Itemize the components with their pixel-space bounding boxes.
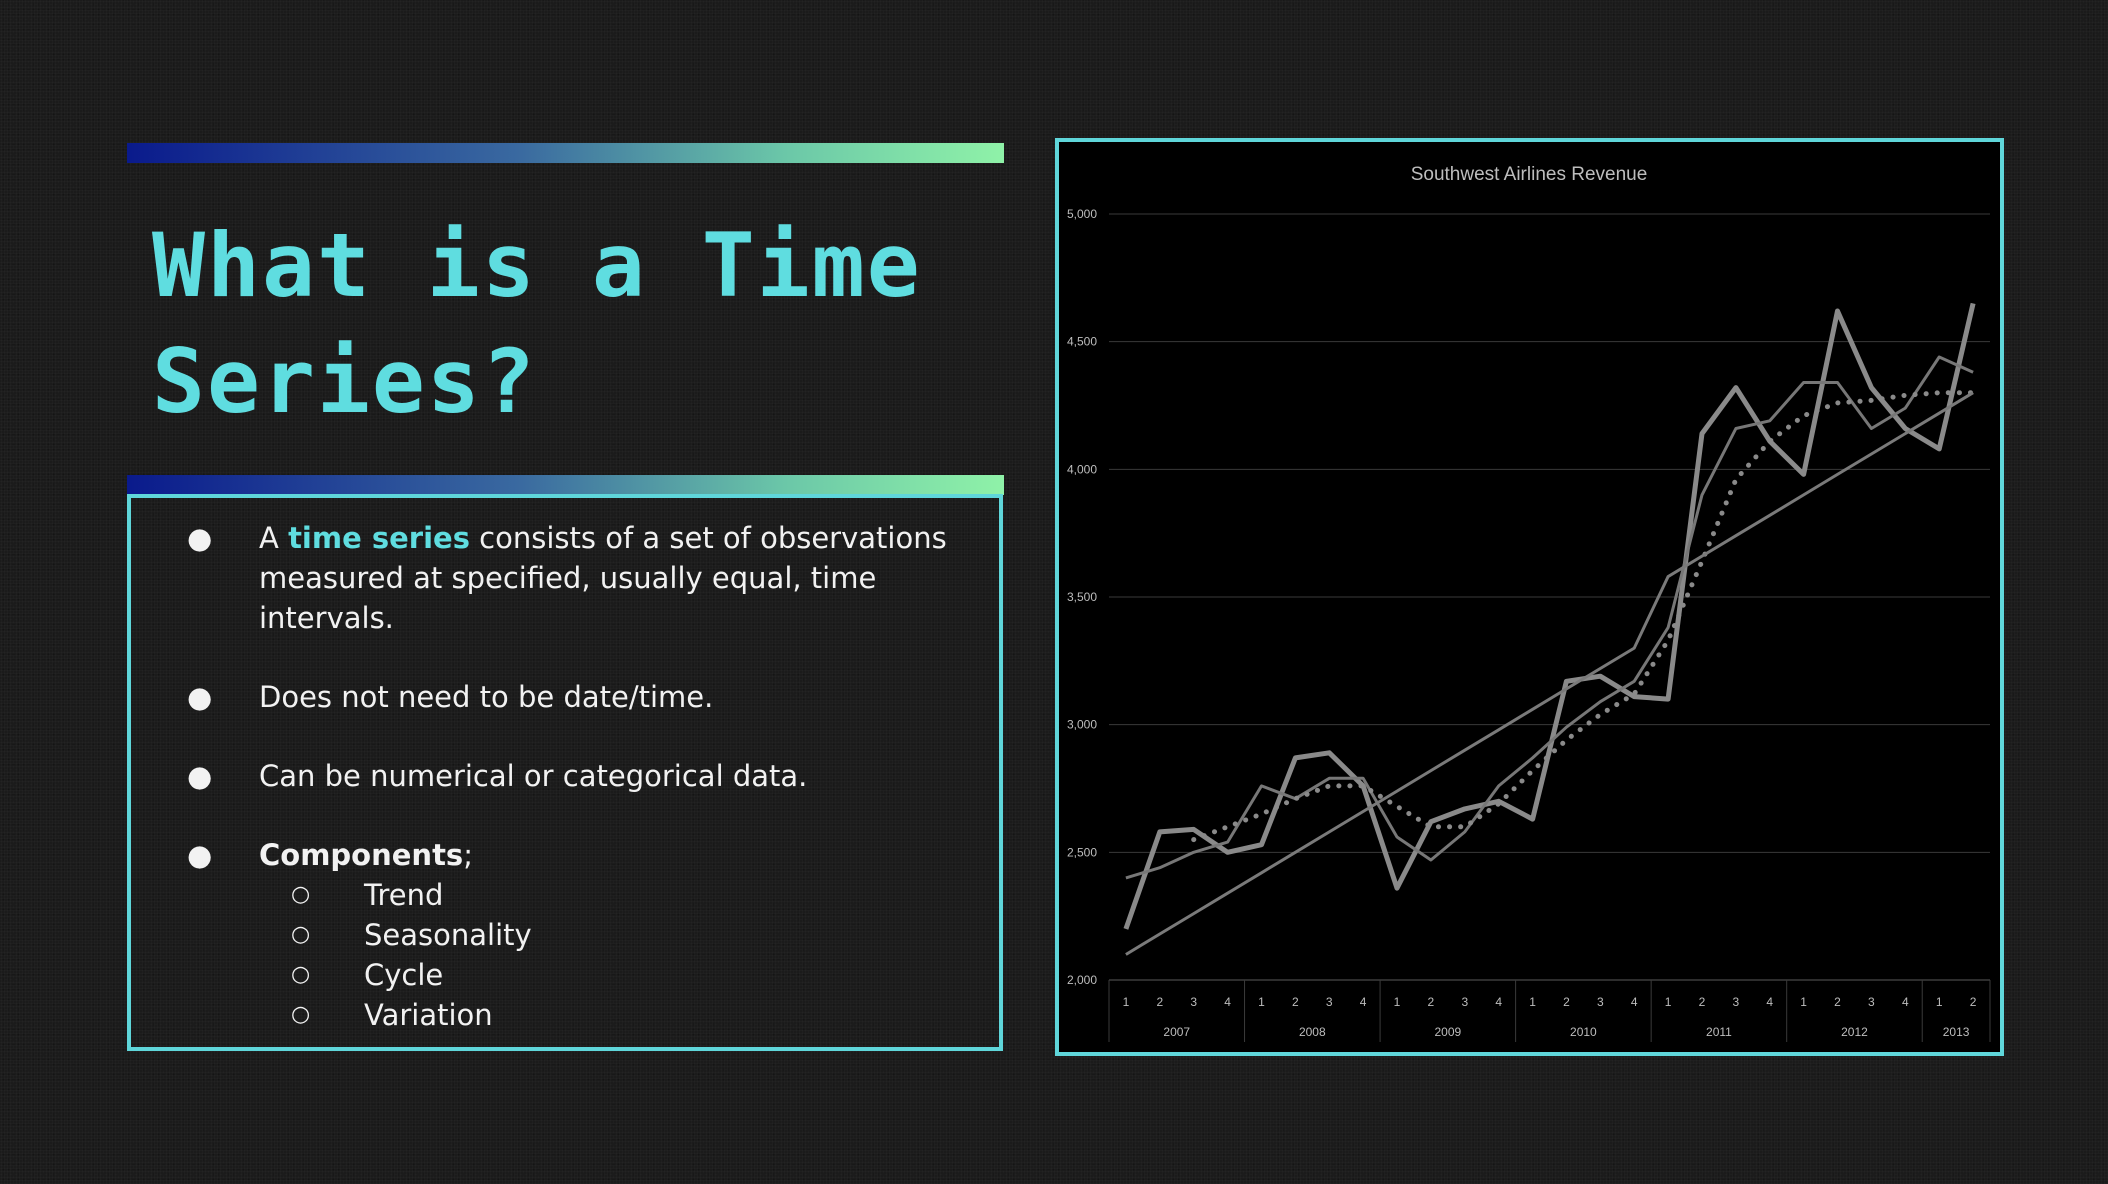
x-tick-label: 3 xyxy=(1733,995,1740,1009)
x-year-label: 2008 xyxy=(1299,1025,1326,1039)
x-tick-label: 1 xyxy=(1394,995,1401,1009)
x-tick-label: 1 xyxy=(1123,995,1130,1009)
x-tick-label: 2 xyxy=(1834,995,1841,1009)
bullet-text: Does not need to be date/time. xyxy=(259,680,714,714)
x-year-label: 2010 xyxy=(1570,1025,1597,1039)
x-year-label: 2012 xyxy=(1841,1025,1868,1039)
slide-title: What is a Time Series? xyxy=(152,214,922,433)
series-line-centered-moving-average xyxy=(1191,390,1976,843)
y-tick-label: 3,000 xyxy=(1067,718,1097,732)
x-tick-label: 1 xyxy=(1936,995,1943,1009)
y-tick-label: 4,000 xyxy=(1067,462,1097,476)
x-tick-label: 2 xyxy=(1292,995,1299,1009)
bullet-dot-icon: ● xyxy=(187,521,213,555)
content-gradient-bar xyxy=(127,475,1004,495)
bullet-text: Can be numerical or categorical data. xyxy=(259,759,808,793)
bullet-box: ● A time series consists of a set of obs… xyxy=(127,494,1003,1051)
bullet-dot-icon: ● xyxy=(187,838,213,872)
circle-bullet-icon: ○ xyxy=(291,882,311,907)
sub-bullet-item: ○ Variation xyxy=(131,995,979,1035)
x-tick-label: 2 xyxy=(1699,995,1706,1009)
x-year-label: 2009 xyxy=(1434,1025,1461,1039)
x-tick-label: 2 xyxy=(1156,995,1163,1009)
sub-bullet-item: ○ Trend xyxy=(131,875,979,915)
bullet-text: ; xyxy=(463,838,473,872)
x-tick-label: 1 xyxy=(1258,995,1265,1009)
x-tick-label: 3 xyxy=(1597,995,1604,1009)
circle-bullet-icon: ○ xyxy=(291,1002,311,1027)
x-tick-label: 3 xyxy=(1326,995,1333,1009)
bullet-item: ● Can be numerical or categorical data. xyxy=(131,756,979,796)
y-tick-label: 2,000 xyxy=(1067,973,1097,987)
y-tick-label: 5,000 xyxy=(1067,207,1097,221)
revenue-chart: Southwest Airlines Revenue 2,000 2,500 3,0… xyxy=(1067,164,1991,1042)
bullet-dot-icon: ● xyxy=(187,680,213,714)
sub-bullet-text: Trend xyxy=(364,878,444,912)
title-gradient-bar xyxy=(127,143,1004,163)
sub-bullet-list: ○ Trend ○ Seasonality ○ Cycle ○ Variation xyxy=(259,875,979,1035)
series-line-revenue xyxy=(1123,302,1976,930)
x-tick-label: 4 xyxy=(1631,995,1638,1009)
bullet-text-bold: Components xyxy=(259,838,464,872)
x-year-label: 2007 xyxy=(1163,1025,1190,1039)
x-tick-label: 2 xyxy=(1970,995,1977,1009)
bullet-item: ● Components; ○ Trend ○ Seasonality ○ Cycle… xyxy=(131,835,979,1035)
x-tick-label: 2 xyxy=(1428,995,1435,1009)
sub-bullet-text: Cycle xyxy=(364,958,444,992)
bullet-text: A xyxy=(259,521,289,555)
bullet-list: ● A time series consists of a set of obs… xyxy=(131,518,999,1035)
chart-title: Southwest Airlines Revenue xyxy=(1411,164,1648,185)
bullet-dot-icon: ● xyxy=(187,759,213,793)
x-tick-label: 1 xyxy=(1800,995,1807,1009)
x-tick-label: 1 xyxy=(1665,995,1672,1009)
sub-bullet-item: ○ Seasonality xyxy=(131,915,979,955)
sub-bullet-item: ○ Cycle xyxy=(131,955,979,995)
series-line-moving-average xyxy=(1125,355,1974,880)
x-year-label: 2013 xyxy=(1943,1025,1970,1039)
chart-frame: Southwest Airlines Revenue 2,000 2,500 3,0… xyxy=(1055,138,2004,1056)
x-tick-label: 3 xyxy=(1868,995,1875,1009)
sub-bullet-text: Variation xyxy=(364,998,493,1032)
bullet-item: ● Does not need to be date/time. xyxy=(131,677,979,717)
highlight-term: time series xyxy=(288,521,470,555)
x-tick-label: 3 xyxy=(1190,995,1197,1009)
x-year-label: 2011 xyxy=(1706,1025,1732,1039)
x-tick-label: 4 xyxy=(1224,995,1231,1009)
circle-bullet-icon: ○ xyxy=(291,962,311,987)
x-tick-label: 1 xyxy=(1529,995,1536,1009)
sub-bullet-text: Seasonality xyxy=(364,918,532,952)
x-tick-label: 3 xyxy=(1461,995,1468,1009)
circle-bullet-icon: ○ xyxy=(291,922,311,947)
x-tick-label: 4 xyxy=(1766,995,1773,1009)
x-tick-label: 4 xyxy=(1360,995,1367,1009)
y-tick-label: 3,500 xyxy=(1067,590,1097,604)
x-tick-label: 4 xyxy=(1495,995,1502,1009)
x-tick-label: 4 xyxy=(1902,995,1909,1009)
y-tick-label: 4,500 xyxy=(1067,335,1097,349)
bullet-item: ● A time series consists of a set of obs… xyxy=(131,518,979,638)
y-tick-label: 2,500 xyxy=(1067,845,1097,859)
bullet-text: consists of a set of observations measur… xyxy=(259,521,947,635)
x-tick-label: 2 xyxy=(1563,995,1570,1009)
series-line-linear-trend xyxy=(1125,391,1974,956)
